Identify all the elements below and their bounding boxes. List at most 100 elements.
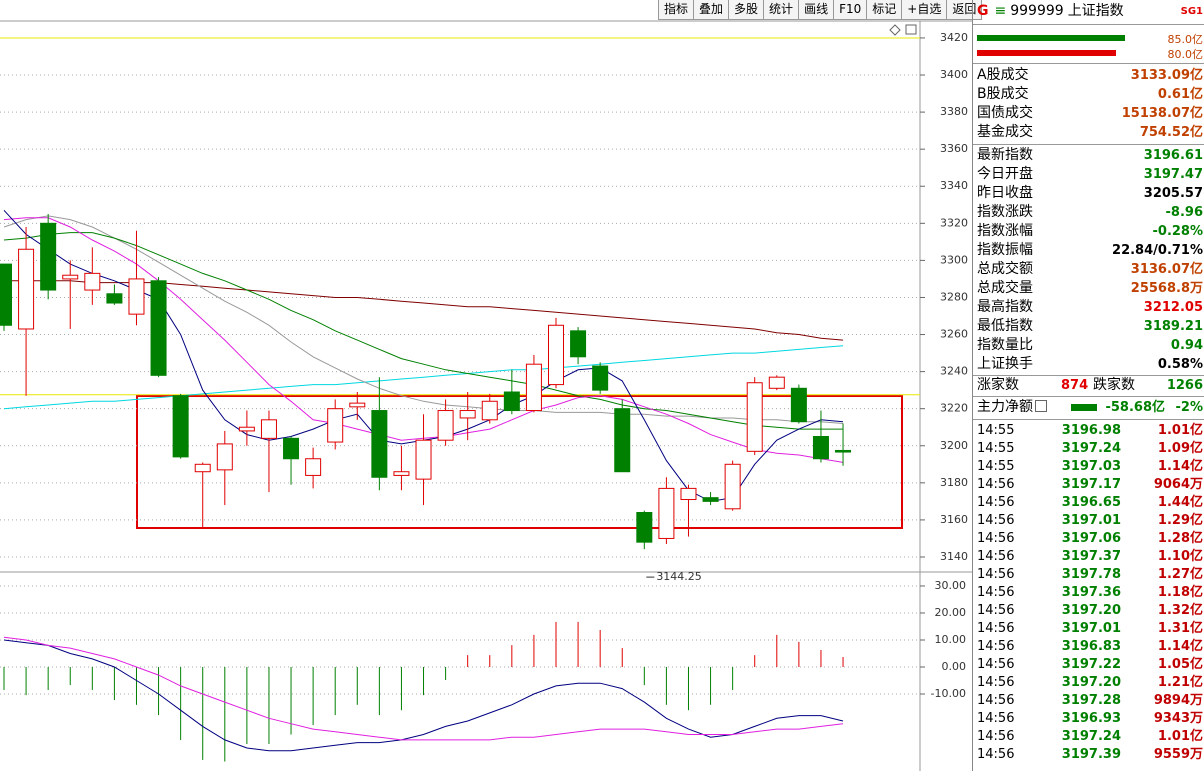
toolbar-button[interactable]: 画线 [799,0,835,20]
separator [973,375,1204,376]
toolbar-button[interactable]: 多股 [729,0,765,20]
candle-body [636,511,653,543]
trade-price: 3197.01 [1061,621,1121,636]
candle-body [481,400,498,421]
trade-price: 3197.01 [1061,513,1121,528]
y-tick-label: 3320 [940,216,968,229]
trade-time: 14:56 [977,729,1015,744]
toolbar-button[interactable]: 统计 [764,0,800,20]
trade-price: 3197.39 [1061,747,1121,762]
candle-body [835,449,852,453]
trade-price: 3197.03 [1061,459,1121,474]
candle-body [18,248,35,330]
candle-body [459,410,476,419]
trade-time: 14:56 [977,477,1015,492]
trade-time: 14:56 [977,675,1015,690]
info-value: 22.84/0.71% [1112,243,1203,258]
candle-body [614,408,631,473]
trade-time: 14:56 [977,495,1015,510]
trade-price: 3197.17 [1061,477,1121,492]
trade-volume: 1.21亿 [1157,675,1203,690]
main-force-icon [1035,400,1047,412]
trade-volume: 1.31亿 [1157,621,1203,636]
candle-body [812,435,829,460]
main-force-label: 主力净额 [977,399,1033,415]
flow-bar [977,50,1117,56]
candle-body [702,497,719,502]
candle-body [746,382,763,452]
trade-row: 14:56 3197.39 9559万 [977,745,1203,764]
low-label: 3144.25 [656,570,702,583]
info-label: 指数涨跌 [977,204,1033,220]
trade-row: 14:56 3197.20 1.21亿 [977,673,1203,692]
info-value: -8.96 [1165,205,1203,220]
trade-row: 14:56 3197.17 9064万 [977,475,1203,494]
toolbar-button[interactable]: 标记 [867,0,903,20]
toolbar-button[interactable]: +自选 [902,0,948,20]
toolbar-button[interactable]: F10 [834,0,868,20]
trade-row: 14:56 3196.93 9343万 [977,709,1203,728]
info-value: 3133.09亿 [1130,68,1203,83]
info-row: B股成交 0.61亿 [977,85,1203,104]
trade-time: 14:56 [977,711,1015,726]
trade-row: 14:56 3196.83 1.14亿 [977,637,1203,656]
info-value: 3189.21 [1143,319,1203,334]
candle-body [503,391,520,412]
trade-volume: 9064万 [1153,477,1203,492]
y-tick-label: 3180 [940,476,968,489]
separator [973,63,1204,64]
flow-bar-label: 85.0亿 [1167,33,1204,46]
candle-body [768,376,785,389]
info-label: 总成交额 [977,261,1033,277]
flow-bar-label: 80.0亿 [1167,48,1204,61]
trade-row: 14:55 3196.98 1.01亿 [977,421,1203,440]
info-value: -0.28% [1152,224,1204,239]
flag: G [977,3,989,19]
toolbar-button[interactable]: 返回 [947,0,983,20]
trade-row: 14:56 3197.28 9894万 [977,691,1203,710]
y-tick-label: 3360 [940,142,968,155]
moving-average [3,232,843,430]
trade-volume: 1.14亿 [1157,639,1203,654]
trade-row: 14:56 3197.22 1.05亿 [977,655,1203,674]
info-value: 0.61亿 [1157,87,1203,102]
info-label: 总成交量 [977,280,1033,296]
trade-volume: 9894万 [1153,693,1203,708]
info-label: 上证换手 [977,356,1033,372]
trade-price: 3197.20 [1061,603,1121,618]
candle-body [592,365,609,391]
info-row: 最低指数 3189.21 [977,317,1203,336]
menu-icon [905,24,917,35]
y-tick-label: 10.00 [935,633,967,646]
name: 上证指数 [1067,3,1124,19]
candle-body [790,387,807,423]
toolbar-button[interactable]: 叠加 [694,0,730,20]
diamond-icon [889,24,901,36]
chart: 3420 3400 3380 3360 3340 3320 3300 3280 3260 3240… [0,20,972,771]
trade-price: 3197.78 [1061,567,1121,582]
y-tick-label: 3260 [940,328,968,341]
candle-body [349,402,366,408]
trade-time: 14:56 [977,639,1015,654]
trade-price: 3196.65 [1061,495,1121,510]
trade-row: 14:56 3197.78 1.27亿 [977,565,1203,584]
trade-volume: 9343万 [1153,711,1203,726]
quote-panel: G ≡ 999999 上证指数 SG1 85.0亿 80.0亿 A股成交 3133.09亿 B股成… [972,0,1204,771]
candle-body [194,463,211,473]
candle-body [415,439,432,480]
trade-row: 14:56 3197.01 1.29亿 [977,511,1203,530]
trade-price: 3197.22 [1061,657,1121,672]
info-row: 基金成交 754.52亿 [977,123,1203,142]
trade-volume: 1.14亿 [1157,459,1203,474]
candle-body [62,274,79,280]
up-count: 874 [1061,378,1089,393]
candle-body [570,330,587,358]
toolbar-button[interactable]: 指标 [659,0,695,20]
breadth-row: 涨家数 874 跌家数 1266 [977,376,1203,395]
info-label: B股成交 [977,86,1029,102]
trade-row: 14:56 3197.37 1.10亿 [977,547,1203,566]
y-tick-label: 3220 [940,402,968,415]
candle-body [305,458,322,476]
main-force-value: -58.68亿 [1105,400,1165,415]
trade-volume: 1.29亿 [1157,513,1203,528]
